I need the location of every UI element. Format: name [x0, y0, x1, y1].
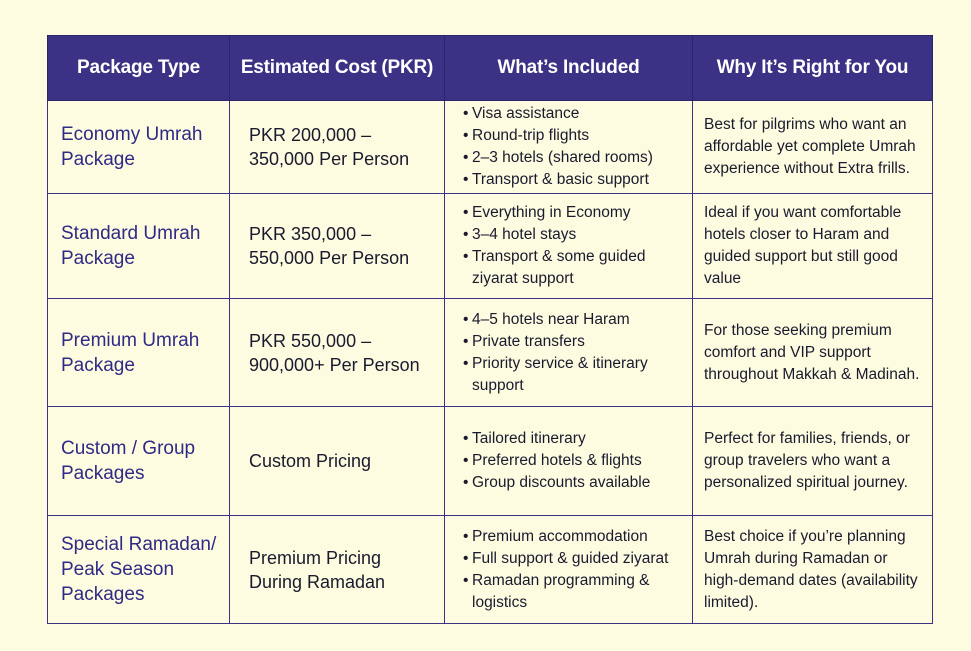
included-item: 2–3 hotels (shared rooms)	[463, 147, 686, 169]
estimated-cost-cell: Premium Pricing During Ramadan	[229, 515, 445, 624]
why-right-cell: Perfect for families, friends, or group …	[692, 406, 933, 516]
table-header-row: Package Type Estimated Cost (PKR) What’s…	[47, 35, 933, 101]
header-why-right: Why It’s Right for You	[692, 35, 933, 101]
package-type-cell: Special Ramadan/ Peak Season Packages	[47, 515, 230, 624]
estimated-cost-cell: PKR 550,000 – 900,000+ Per Person	[229, 298, 445, 407]
included-item: Preferred hotels & flights	[463, 450, 686, 472]
table-row: Premium Umrah Package PKR 550,000 – 900,…	[47, 298, 933, 407]
why-right-cell: For those seeking premium comfort and VI…	[692, 298, 933, 407]
whats-included-cell: Everything in Economy 3–4 hotel stays Tr…	[444, 193, 693, 299]
included-item: Full support & guided ziyarat	[463, 548, 686, 570]
included-item: Tailored itinerary	[463, 428, 686, 450]
why-right-cell: Ideal if you want comfortable hotels clo…	[692, 193, 933, 299]
package-type-cell: Standard Umrah Package	[47, 193, 230, 299]
included-item: Visa assistance	[463, 103, 686, 125]
included-item: Group discounts available	[463, 472, 686, 494]
header-whats-included: What’s Included	[444, 35, 693, 101]
why-right-cell: Best choice if you’re planning Umrah dur…	[692, 515, 933, 624]
included-item: Everything in Economy	[463, 202, 686, 224]
estimated-cost-cell: Custom Pricing	[229, 406, 445, 516]
umrah-packages-table-container: Package Type Estimated Cost (PKR) What’s…	[47, 35, 933, 624]
table-row: Special Ramadan/ Peak Season Packages Pr…	[47, 515, 933, 624]
header-estimated-cost: Estimated Cost (PKR)	[229, 35, 445, 101]
why-right-cell: Best for pilgrims who want an affordable…	[692, 100, 933, 194]
included-item: Private transfers	[463, 331, 686, 353]
estimated-cost-cell: PKR 350,000 – 550,000 Per Person	[229, 193, 445, 299]
package-type-cell: Custom / Group Packages	[47, 406, 230, 516]
whats-included-cell: Tailored itinerary Preferred hotels & fl…	[444, 406, 693, 516]
included-item: Transport & some guided ziyarat support	[463, 246, 686, 290]
whats-included-cell: Premium accommodation Full support & gui…	[444, 515, 693, 624]
table-row: Standard Umrah Package PKR 350,000 – 550…	[47, 193, 933, 299]
included-item: Round-trip flights	[463, 125, 686, 147]
table-row: Economy Umrah Package PKR 200,000 – 350,…	[47, 100, 933, 194]
estimated-cost-cell: PKR 200,000 – 350,000 Per Person	[229, 100, 445, 194]
whats-included-cell: 4–5 hotels near Haram Private transfers …	[444, 298, 693, 407]
included-item: 4–5 hotels near Haram	[463, 309, 686, 331]
included-item: Premium accommodation	[463, 526, 686, 548]
table-row: Custom / Group Packages Custom Pricing T…	[47, 406, 933, 516]
included-item: Transport & basic support	[463, 169, 686, 191]
included-item: Priority service & itinerary support	[463, 353, 686, 397]
package-type-cell: Premium Umrah Package	[47, 298, 230, 407]
package-type-cell: Economy Umrah Package	[47, 100, 230, 194]
umrah-packages-table: Package Type Estimated Cost (PKR) What’s…	[47, 35, 933, 624]
header-package-type: Package Type	[47, 35, 230, 101]
included-item: Ramadan programming & logistics	[463, 570, 686, 614]
included-item: 3–4 hotel stays	[463, 224, 686, 246]
whats-included-cell: Visa assistance Round-trip flights 2–3 h…	[444, 100, 693, 194]
